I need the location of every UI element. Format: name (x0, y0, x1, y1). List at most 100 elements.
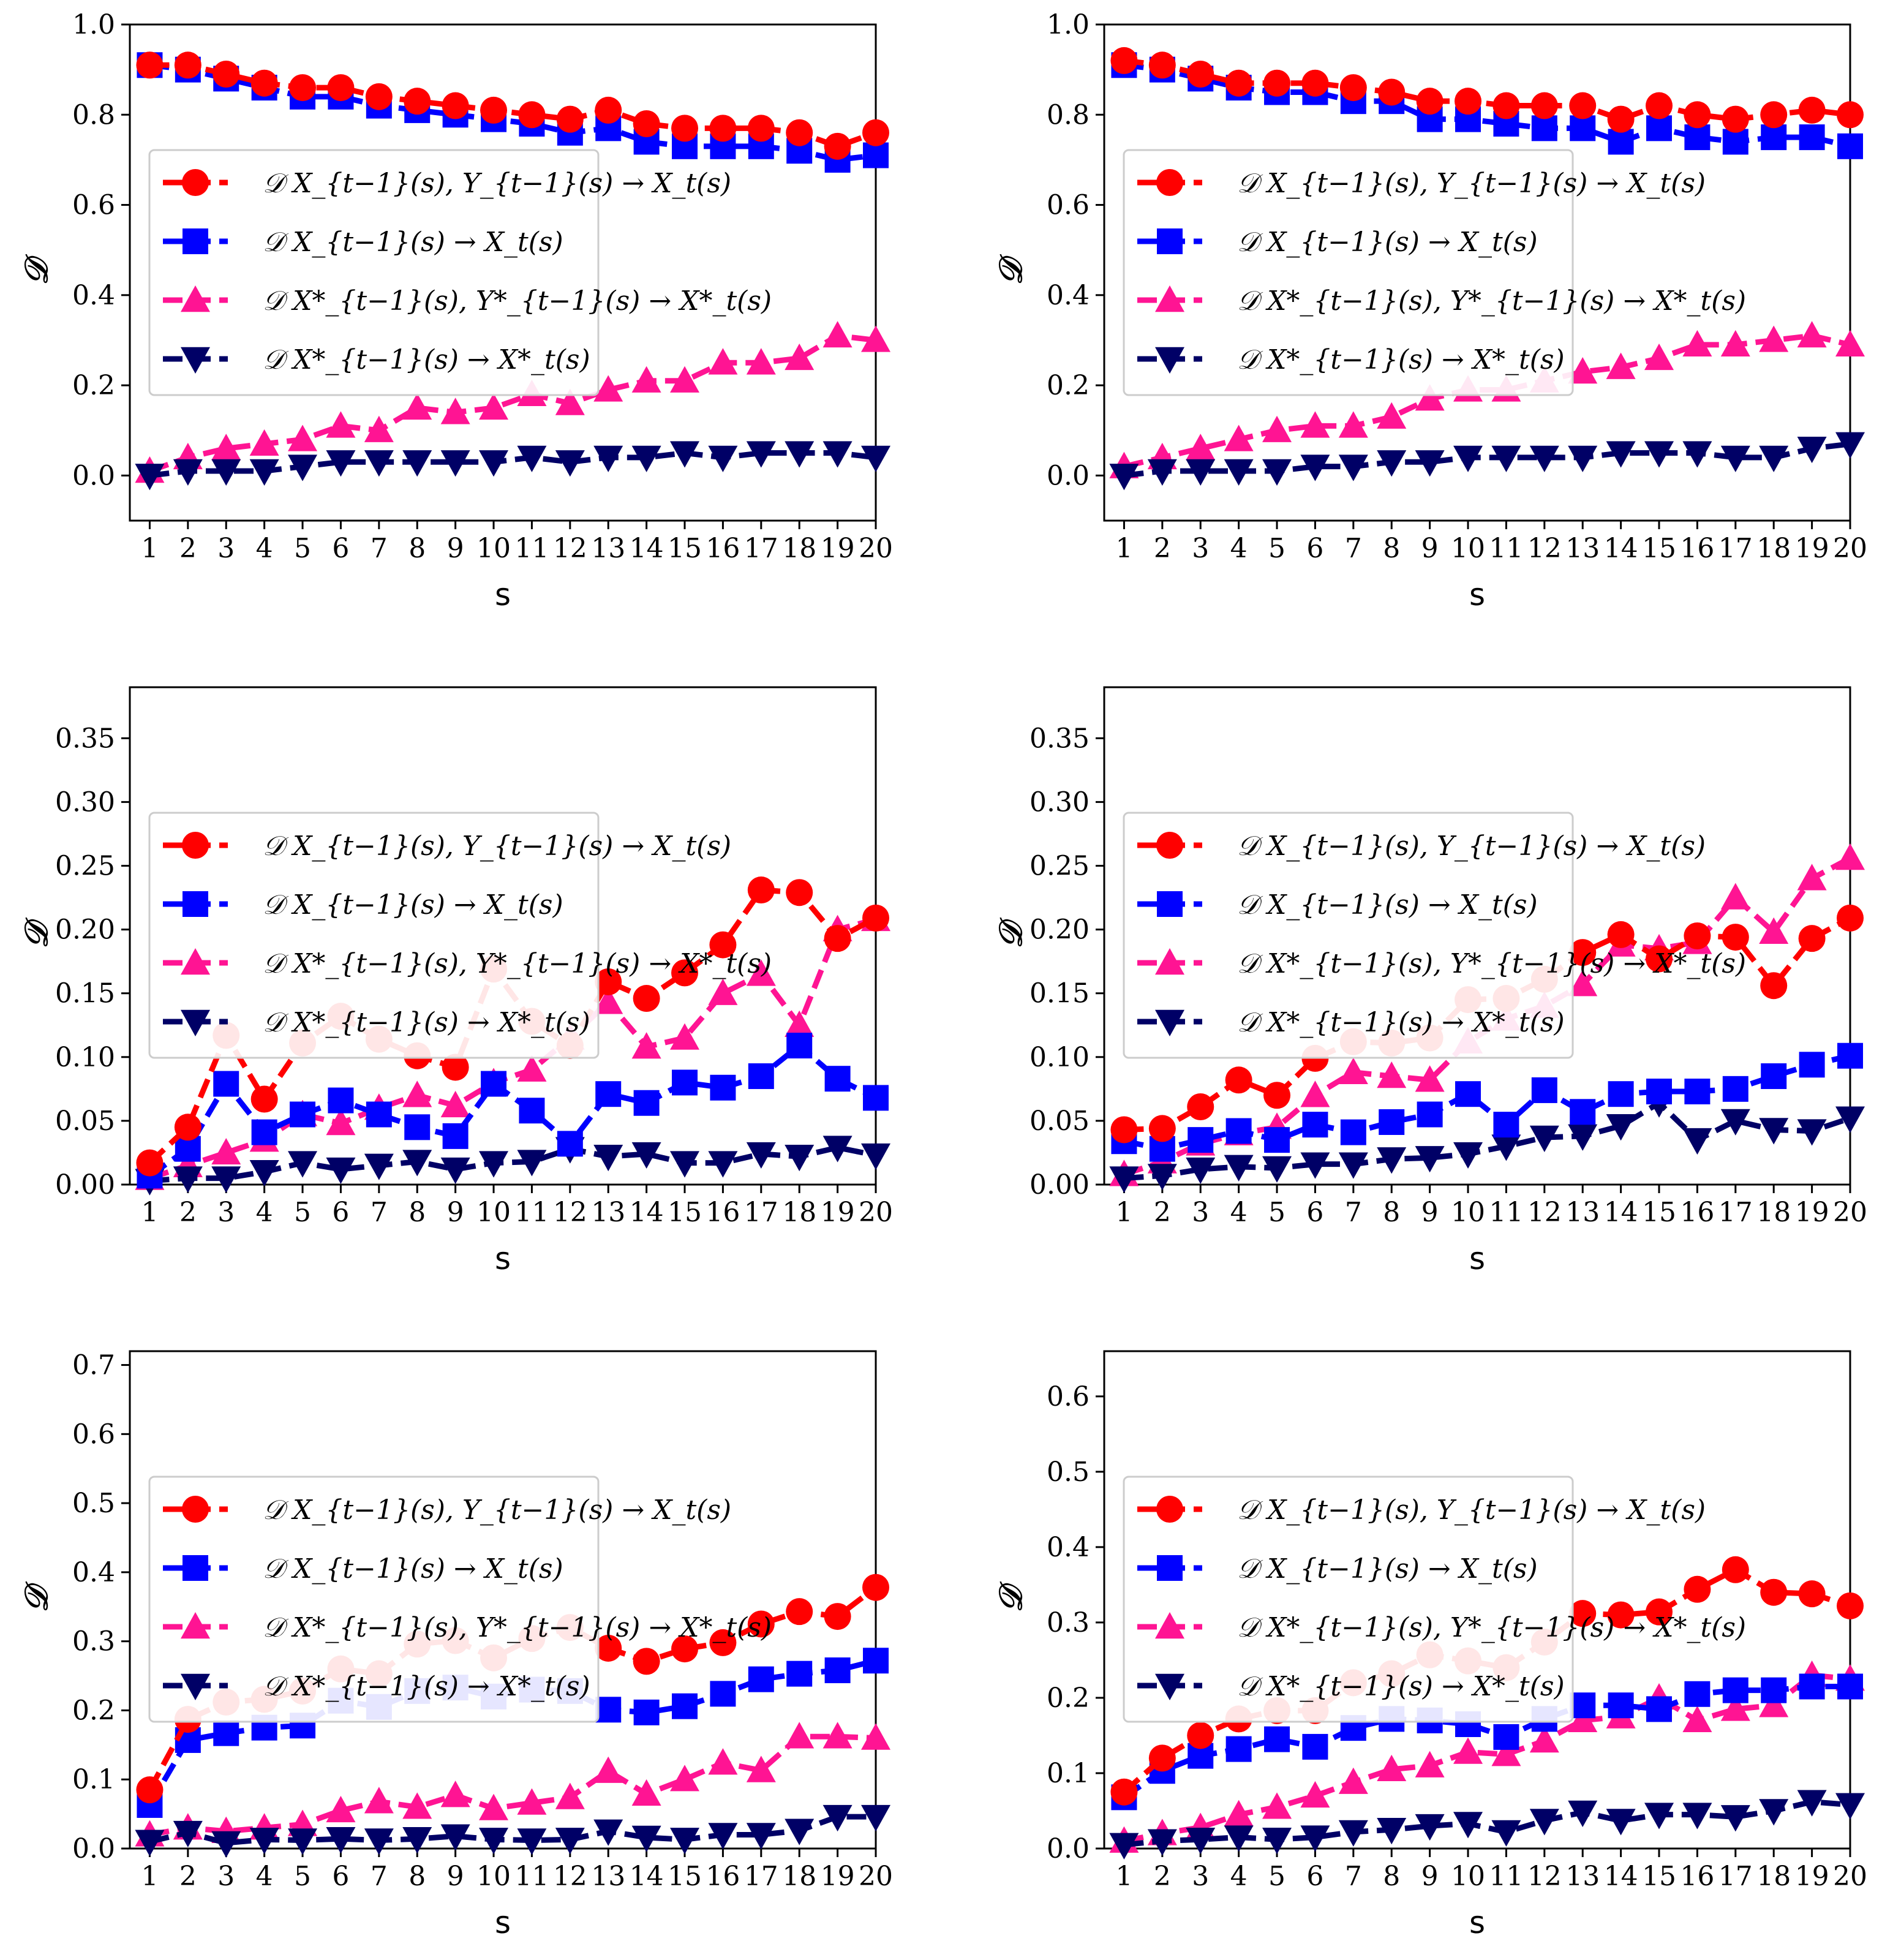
data-point-X->X (251, 1119, 277, 1145)
x-tick-label: 14 (630, 1197, 664, 1228)
data-point-X*->X* (785, 1819, 815, 1845)
data-point-XY->X (1187, 1722, 1214, 1749)
data-point-X->X (786, 1033, 813, 1059)
data-point-X->X (672, 1693, 698, 1719)
data-point-X*->X* (1453, 1812, 1483, 1839)
data-point-X*Y*->X* (670, 366, 700, 393)
data-point-XY->X (1607, 921, 1635, 948)
data-point-X*Y*->X* (211, 1137, 241, 1165)
data-point-X*->X* (364, 1828, 394, 1855)
legend-entry-label: 𝒟 X*_{t−1}(s), Y*_{t−1}(s) → X*_t(s) (263, 285, 772, 317)
data-point-X*->X* (593, 445, 623, 472)
data-point-X*Y*->X* (1682, 330, 1712, 357)
x-tick-label: 3 (217, 1861, 235, 1892)
x-tick-label: 6 (332, 533, 349, 564)
data-point-XY->X (1837, 101, 1864, 129)
y-axis-label: 𝒟 (992, 1581, 1029, 1613)
data-point-X->X (1837, 1673, 1863, 1700)
data-point-XY->X (595, 968, 622, 995)
data-point-X->X (1837, 133, 1863, 159)
data-point-X*Y*->X* (364, 1787, 394, 1814)
x-tick-label: 4 (256, 1861, 273, 1892)
data-point-X*Y*->X* (1720, 330, 1750, 357)
data-point-X*->X* (785, 441, 815, 468)
legend-marker (1155, 347, 1184, 374)
data-point-XY->X (1110, 1116, 1138, 1144)
data-point-X*Y*->X* (1797, 321, 1827, 348)
data-point-XY->X (1187, 61, 1214, 88)
x-tick-label: 4 (256, 533, 273, 564)
data-point-X*Y*->X* (440, 1781, 470, 1807)
data-point-X*->X* (1338, 1820, 1368, 1847)
data-point-XY->X (1455, 88, 1482, 115)
data-point-X*->X* (822, 1136, 853, 1163)
data-point-X*->X* (326, 450, 356, 477)
data-point-X->X (1684, 1681, 1711, 1707)
data-point-X*Y*->X* (1682, 1705, 1712, 1733)
data-point-X->X (1302, 1112, 1328, 1138)
y-tick-label: 0.05 (55, 1106, 115, 1137)
x-tick-label: 5 (1268, 1861, 1285, 1892)
y-tick-label: 0.3 (72, 1626, 115, 1657)
data-point-X*Y*->X* (440, 1090, 470, 1118)
x-axis-label: s (495, 577, 511, 612)
data-point-X*Y*->X* (708, 348, 738, 375)
data-point-XY->X (1301, 69, 1329, 97)
data-point-X->X (1188, 1127, 1214, 1153)
legend-marker (181, 1673, 210, 1700)
data-point-X*Y*->X* (1568, 970, 1598, 997)
data-point-X*->X* (1759, 445, 1789, 472)
data-point-X->X (290, 1101, 316, 1128)
data-point-XY->X (1148, 51, 1176, 79)
data-point-X*Y*->X* (746, 348, 776, 375)
x-tick-label: 19 (1795, 533, 1829, 564)
data-point-X->X (710, 1074, 736, 1101)
data-point-XY->X (365, 83, 393, 110)
x-tick-label: 14 (1604, 1861, 1638, 1892)
data-point-X*Y*->X* (1377, 1061, 1407, 1088)
data-point-X*->X* (555, 1828, 585, 1855)
y-tick-label: 0.5 (1047, 1457, 1090, 1488)
x-tick-label: 20 (859, 1861, 893, 1892)
data-point-X*Y*->X* (593, 987, 623, 1014)
x-tick-label: 1 (1115, 1197, 1132, 1228)
x-tick-label: 15 (668, 533, 702, 564)
x-tick-label: 18 (782, 1197, 816, 1228)
data-point-X*->X* (1415, 450, 1445, 477)
data-point-X->X (1837, 1042, 1863, 1069)
data-point-X*->X* (1186, 459, 1216, 486)
data-point-X->X (595, 1081, 622, 1107)
data-point-X*->X* (1262, 1156, 1292, 1183)
x-tick-label: 1 (141, 533, 158, 564)
legend-box (1123, 1476, 1574, 1723)
data-point-X->X (1608, 1692, 1634, 1719)
data-point-X*->X* (517, 1828, 547, 1855)
x-tick-label: 2 (179, 1861, 197, 1892)
legend-marker (1156, 169, 1183, 196)
data-point-X*->X* (173, 459, 203, 486)
data-point-X*->X* (288, 1828, 318, 1855)
legend-entry-label: 𝒟 X*_{t−1}(s), Y*_{t−1}(s) → X*_t(s) (263, 948, 772, 979)
x-tick-label: 11 (1489, 1861, 1523, 1892)
data-point-X*->X* (746, 1823, 776, 1850)
x-tick-label: 17 (1718, 533, 1753, 564)
data-point-X*->X* (555, 450, 585, 477)
legend-marker (182, 169, 209, 196)
data-point-XY->X (1837, 1592, 1864, 1619)
data-point-X*->X* (785, 1144, 815, 1172)
legend-marker (1155, 1009, 1184, 1036)
data-point-XY->X (671, 959, 699, 987)
data-point-X*->X* (1377, 1147, 1407, 1174)
x-tick-label: 2 (179, 533, 197, 564)
x-tick-label: 18 (782, 1861, 816, 1892)
y-tick-label: 0.35 (1029, 723, 1090, 754)
x-tick-label: 12 (1527, 1197, 1562, 1228)
x-tick-label: 8 (1383, 1197, 1400, 1228)
data-point-X->X (1646, 1696, 1673, 1722)
y-tick-label: 0.10 (55, 1042, 115, 1073)
data-point-X*Y*->X* (211, 434, 241, 461)
data-point-X*Y*->X* (1415, 1065, 1445, 1092)
data-point-X*->X* (1377, 450, 1407, 477)
legend-entry-label: 𝒟 X_{t−1}(s) → X_t(s) (1237, 227, 1538, 258)
y-tick-label: 0.20 (1029, 914, 1090, 946)
